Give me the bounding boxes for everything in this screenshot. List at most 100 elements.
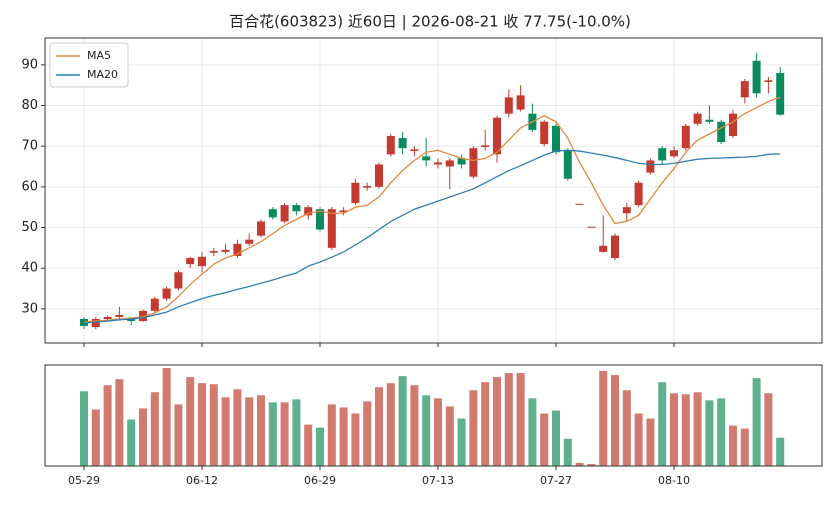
x-tick-label: 06-12 <box>186 474 218 487</box>
candle-body <box>316 209 324 230</box>
candle-body <box>764 80 773 82</box>
candle-body <box>445 160 454 167</box>
volume-bar <box>481 382 490 466</box>
volume-bar <box>316 427 324 466</box>
volume-bar <box>115 379 124 466</box>
volume-bar <box>516 373 525 466</box>
y-tick-label: 50 <box>21 220 38 235</box>
volume-bar <box>670 393 678 466</box>
volume-bar <box>150 392 159 466</box>
volume-bar <box>658 382 667 466</box>
candle-body <box>410 149 419 152</box>
candle-body <box>776 72 785 115</box>
panel-frame <box>44 364 823 467</box>
volume-bar <box>304 424 313 466</box>
volume-bar <box>729 425 737 466</box>
volume-bar <box>681 394 690 466</box>
candle-body <box>304 207 313 216</box>
volume-bar <box>103 385 112 466</box>
candle-body <box>209 251 218 253</box>
volume-bar <box>245 397 254 466</box>
x-tick-label: 07-27 <box>540 474 572 487</box>
candle-body <box>729 113 737 137</box>
candle-body <box>103 316 112 320</box>
candle-body <box>292 205 301 212</box>
legend-label: MA20 <box>87 68 118 81</box>
candle-body <box>646 160 655 173</box>
volume-bar <box>469 390 478 466</box>
volume-bar <box>599 371 608 466</box>
candle-body <box>740 81 749 98</box>
volume-bar <box>351 413 360 466</box>
candle-body <box>327 209 336 248</box>
candle-body <box>516 95 525 110</box>
volume-bar <box>552 410 560 466</box>
y-tick-label: 60 <box>21 179 38 194</box>
x-tick-label: 07-13 <box>422 474 454 487</box>
y-tick-label: 40 <box>21 261 38 276</box>
volume-bar <box>186 377 195 466</box>
chart-title: 百合花(603823) 近60日 | 2026-08-21 收 77.75(-1… <box>229 13 631 31</box>
volume-bar <box>611 375 619 466</box>
y-tick-label: 30 <box>21 301 38 316</box>
candle-body <box>504 97 513 114</box>
volume-bar <box>339 407 348 466</box>
legend-label: MA5 <box>87 49 111 62</box>
volume-bar <box>457 418 466 466</box>
candle-body <box>375 164 383 187</box>
candle-body <box>681 125 690 149</box>
candle-body <box>268 209 277 218</box>
candle-body <box>670 150 678 157</box>
volume-bar <box>327 404 336 466</box>
volume-bar <box>292 399 301 466</box>
volume-bar <box>198 383 206 466</box>
y-tick-label: 90 <box>21 57 38 72</box>
candle-body <box>339 210 348 213</box>
panel-frame <box>44 37 823 344</box>
ma-line <box>83 96 781 323</box>
candle-body <box>469 148 478 177</box>
candle-body <box>587 226 596 228</box>
volume-bar <box>693 392 702 466</box>
volume-bar <box>80 391 88 466</box>
candle-body <box>91 319 100 328</box>
volume-bar <box>717 398 726 466</box>
candle-body <box>162 288 171 299</box>
x-tick-label: 05-29 <box>68 474 100 487</box>
candle-body <box>575 203 584 205</box>
candle-body <box>599 245 608 252</box>
volume-bar <box>493 377 501 466</box>
x-tick-label: 08-10 <box>658 474 690 487</box>
candle-body <box>363 186 372 188</box>
volume-bar <box>705 400 714 466</box>
candle-body <box>280 205 289 222</box>
candle-body <box>174 272 183 289</box>
volume-bar <box>587 463 596 466</box>
y-tick-label: 80 <box>21 98 38 113</box>
legend-box <box>49 42 129 88</box>
volume-bar <box>634 413 643 466</box>
volume-bar <box>622 390 631 466</box>
volume-bar <box>139 408 147 466</box>
candle-body <box>634 182 643 206</box>
candle-body <box>198 256 206 267</box>
volume-bar <box>280 402 289 466</box>
volume-bar <box>752 378 761 466</box>
candle-body <box>705 119 714 122</box>
candle-body <box>386 136 395 155</box>
candle-body <box>186 258 195 265</box>
ma-line <box>83 149 781 324</box>
candle-body <box>540 121 549 145</box>
volume-bar <box>646 418 655 466</box>
candle-body <box>115 314 124 317</box>
volume-bar <box>209 384 218 466</box>
volume-bar <box>434 398 442 466</box>
candle-body <box>139 310 147 322</box>
volume-bar <box>540 413 549 466</box>
volume-bar <box>776 437 785 466</box>
candle-body <box>398 138 407 149</box>
candle-body <box>752 60 761 94</box>
candle-body <box>552 125 560 153</box>
candle-body <box>257 221 265 236</box>
